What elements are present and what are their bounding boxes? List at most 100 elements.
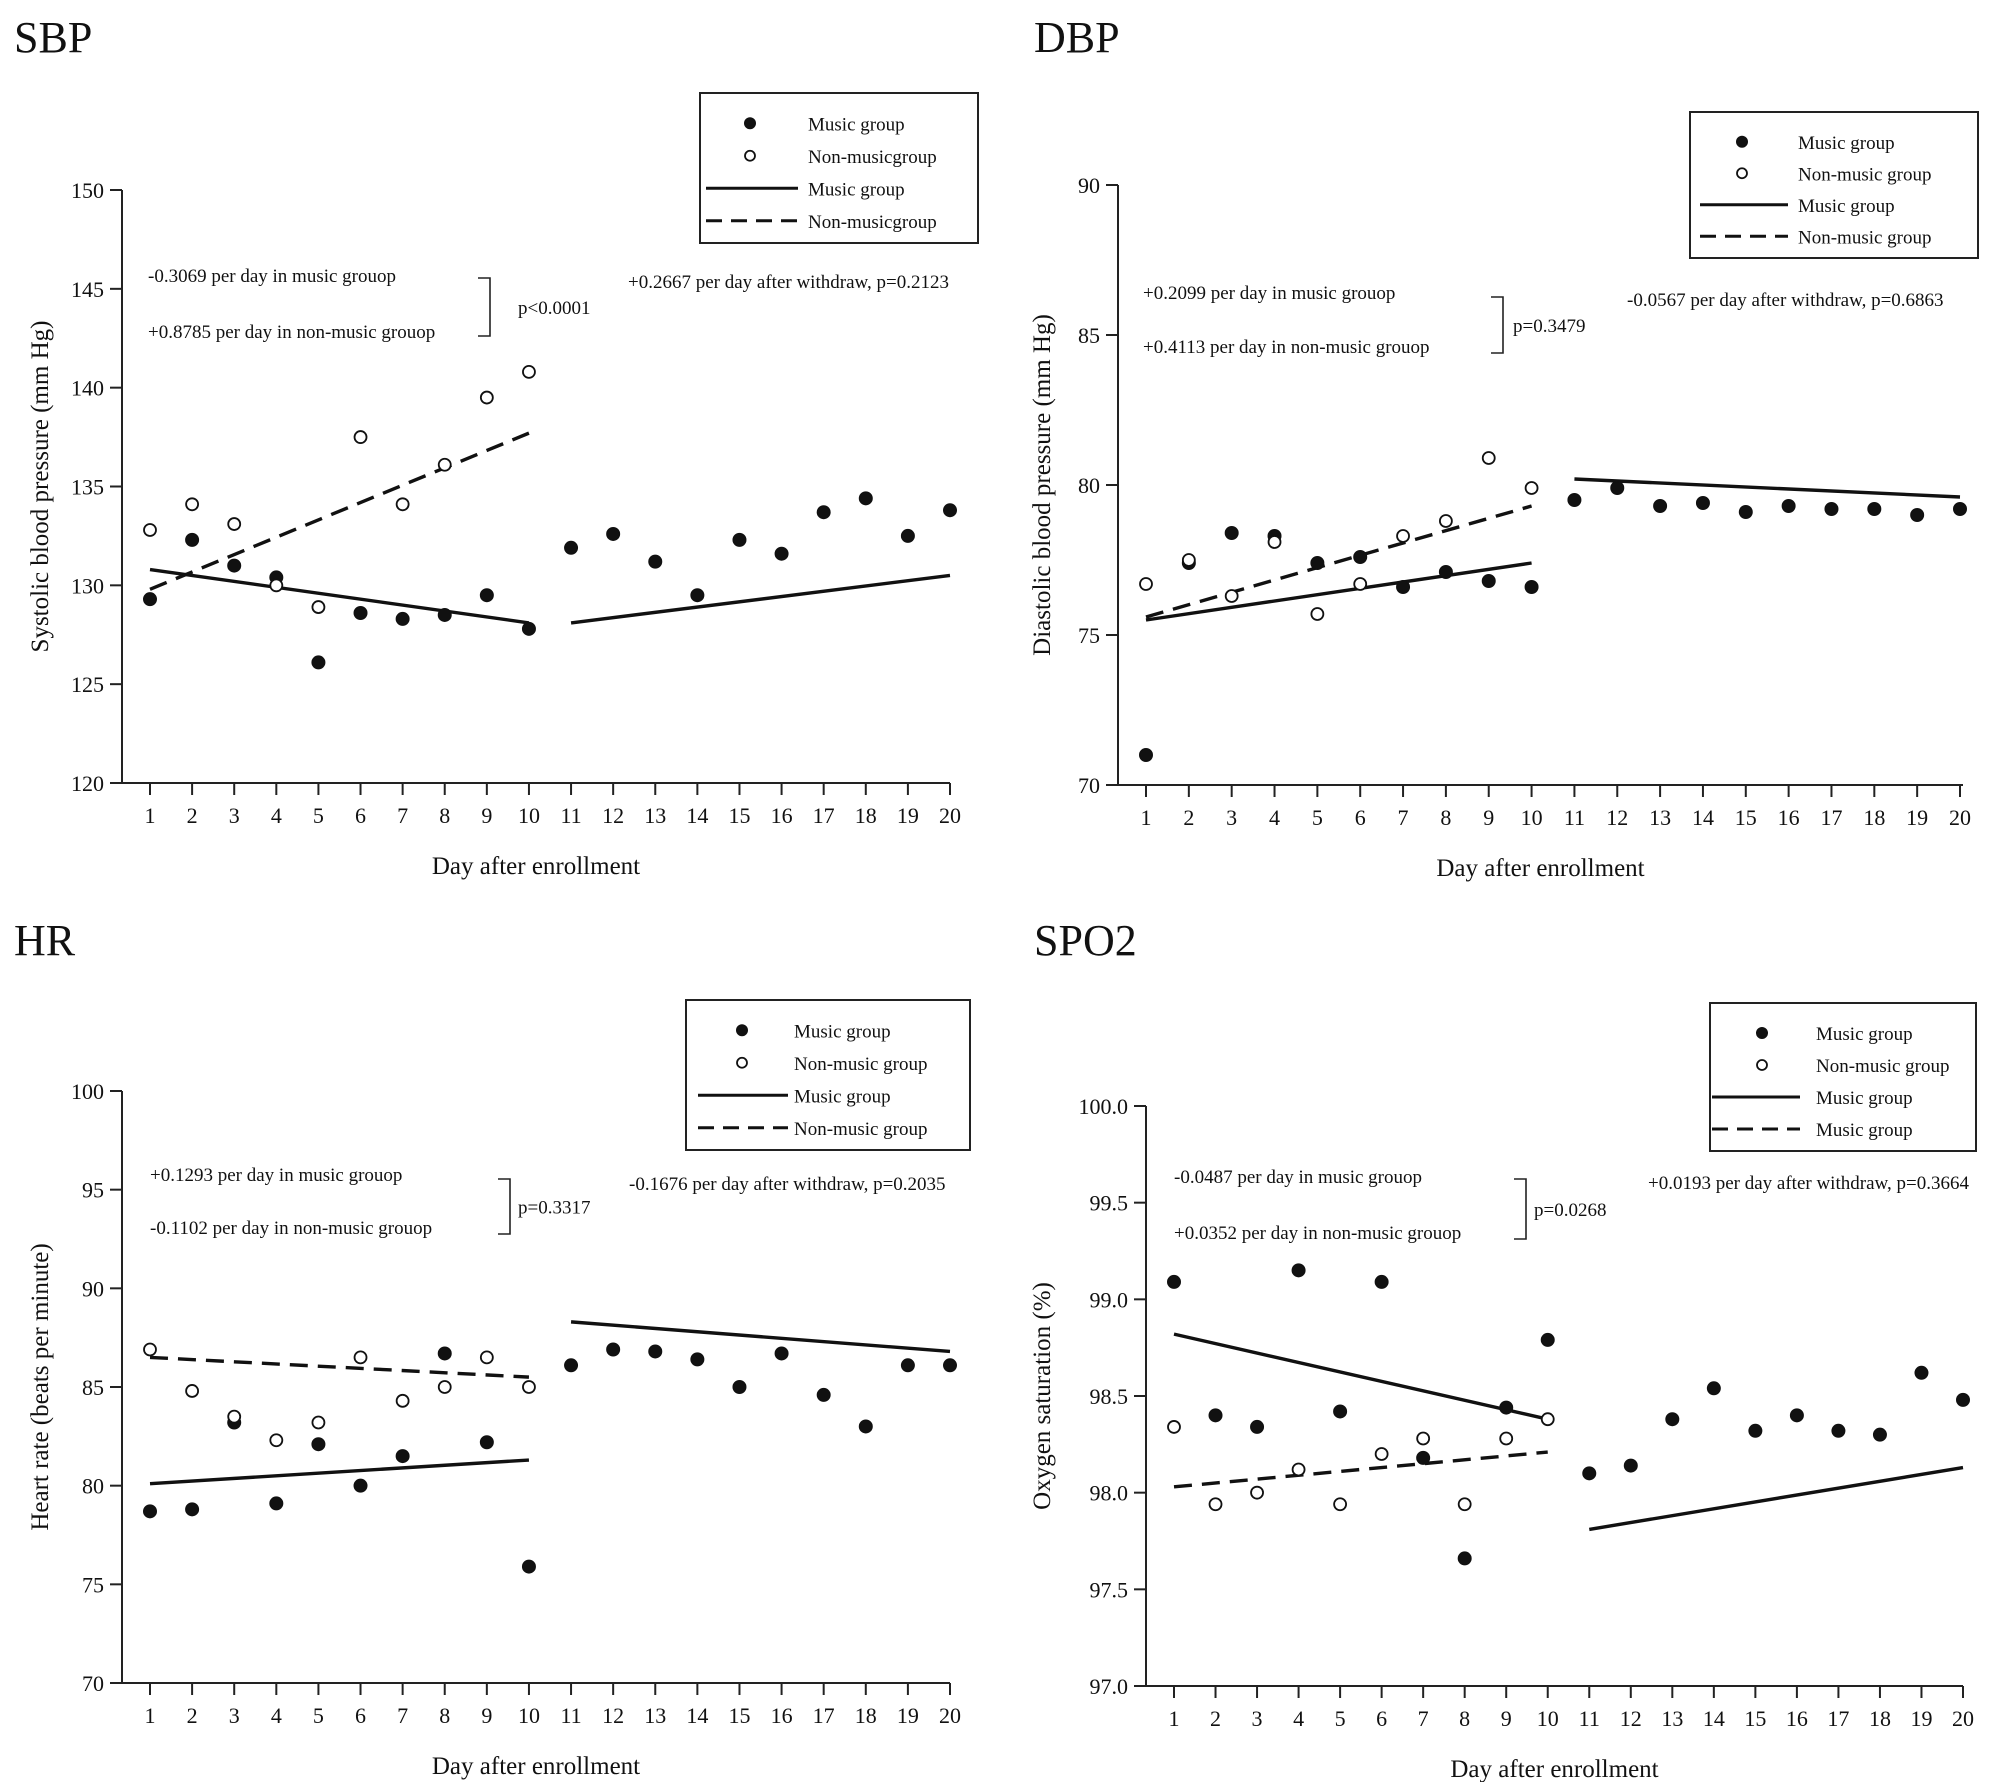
spo2-x-tick-label: 11 — [1579, 1706, 1600, 1731]
hr-music-point — [521, 1559, 536, 1574]
hr-p-value: p=0.3317 — [518, 1198, 590, 1219]
dbp-x-tick-label: 16 — [1778, 805, 1800, 830]
hr-non-music-point — [311, 1415, 326, 1430]
hr-non-music-point — [479, 1350, 494, 1365]
hr-x-tick-label: 17 — [813, 1703, 835, 1728]
dbp-x-tick-label: 10 — [1521, 805, 1543, 830]
sbp-music-slope-note: -0.3069 per day in music grouop — [148, 266, 396, 287]
spo2-x-tick-label: 8 — [1459, 1706, 1470, 1731]
hr-music-point — [437, 1346, 452, 1361]
spo2-comparison-bracket — [1514, 1178, 1527, 1240]
sbp-p-value: p<0.0001 — [518, 298, 590, 319]
dbp-music-point — [1653, 499, 1668, 513]
sbp-non-music-point — [395, 497, 410, 512]
dbp-x-tick-label: 2 — [1183, 805, 1194, 830]
hr-x-tick-label: 10 — [518, 1703, 540, 1728]
sbp-trend-line-solid — [570, 573, 951, 625]
dbp-non-music-point — [1267, 535, 1282, 549]
hr-x-tick-label: 2 — [187, 1703, 198, 1728]
dbp-music-point — [1310, 556, 1325, 570]
hr-non-music-point — [395, 1393, 410, 1408]
dbp-music-slope-note: +0.2099 per day in music grouop — [1143, 283, 1395, 304]
sbp-x-tick-label: 17 — [813, 803, 835, 828]
spo2-non-music-point — [1208, 1497, 1223, 1512]
hr-x-tick-label: 15 — [728, 1703, 750, 1728]
dbp-non-music-point — [1438, 514, 1453, 528]
hr-non-music-point — [227, 1409, 242, 1424]
dbp-trend-line-dashed — [1145, 504, 1533, 619]
spo2-legend-label: Music group — [1816, 1024, 1913, 1045]
sbp-x-tick-label: 14 — [686, 803, 708, 828]
sbp-x-tick-label: 19 — [897, 803, 919, 828]
hr-x-tick-label: 1 — [145, 1703, 156, 1728]
spo2-y-tick-label: 99.0 — [1090, 1287, 1129, 1312]
hr-legend-open-marker — [736, 1056, 748, 1069]
spo2-non-music-point — [1499, 1431, 1514, 1446]
spo2-y-tick-label: 100.0 — [1079, 1094, 1129, 1119]
dbp-comparison-bracket — [1491, 296, 1504, 354]
sbp-legend-open-marker — [744, 149, 756, 162]
spo2-non-music-point — [1291, 1462, 1306, 1477]
spo2-legend-box — [1709, 1002, 1977, 1152]
dbp-music-point — [1610, 481, 1625, 495]
dbp-music-point — [1139, 748, 1153, 762]
dbp-non-music-point — [1396, 529, 1410, 543]
spo2-p-value: p=0.0268 — [1534, 1200, 1606, 1221]
dbp-music-point — [1396, 580, 1411, 594]
spo2-x-tick-label: 13 — [1661, 1706, 1683, 1731]
sbp-x-tick-label: 20 — [939, 803, 961, 828]
dbp-x-tick-label: 5 — [1312, 805, 1323, 830]
dbp-non-music-slope-note: +0.4113 per day in non-music grouop — [1143, 337, 1430, 358]
spo2-legend-filled-marker — [1756, 1027, 1768, 1039]
sbp-y-tick-label: 140 — [71, 376, 104, 401]
dbp-x-tick-label: 19 — [1906, 805, 1928, 830]
hr-music-point — [564, 1358, 579, 1373]
dbp-non-music-point — [1353, 577, 1368, 591]
sbp-x-tick-label: 13 — [644, 803, 666, 828]
spo2-x-tick-label: 16 — [1786, 1706, 1808, 1731]
spo2-music-point — [1250, 1419, 1265, 1434]
dbp-music-point — [1224, 526, 1239, 540]
sbp-music-point — [353, 606, 368, 621]
sbp-y-tick-label: 120 — [71, 771, 104, 796]
hr-x-tick-label: 14 — [686, 1703, 708, 1728]
dbp-music-point — [1953, 502, 1967, 516]
dbp-music-point — [1910, 508, 1925, 522]
hr-music-point — [353, 1478, 368, 1493]
spo2-legend-open-marker — [1756, 1059, 1768, 1071]
spo2-x-tick-label: 9 — [1501, 1706, 1512, 1731]
hr-x-tick-label: 11 — [560, 1703, 581, 1728]
sbp-x-tick-label: 6 — [355, 803, 366, 828]
hr-x-tick-label: 20 — [939, 1703, 961, 1728]
hr-music-slope-note: +0.1293 per day in music grouop — [150, 1165, 402, 1186]
sbp-music-point — [564, 540, 579, 555]
spo2-y-tick-label: 98.5 — [1090, 1384, 1129, 1409]
hr-non-music-point — [185, 1384, 200, 1398]
dbp-y-tick-label: 90 — [1078, 173, 1100, 198]
dbp-non-music-point — [1181, 553, 1196, 567]
spo2-x-tick-label: 3 — [1252, 1706, 1263, 1731]
sbp-x-tick-label: 16 — [771, 803, 793, 828]
sbp-legend-filled-marker — [744, 117, 756, 130]
spo2-panel-title: SPO2 — [1034, 916, 1137, 965]
sbp-music-point — [521, 621, 536, 636]
dbp-music-point — [1738, 505, 1753, 519]
sbp-music-point — [774, 546, 789, 561]
hr-y-tick-label: 75 — [82, 1572, 104, 1597]
dbp-y-tick-label: 85 — [1078, 323, 1100, 348]
dbp-y-tick-label: 75 — [1078, 623, 1100, 648]
dbp-y-tick-label: 80 — [1078, 473, 1100, 498]
spo2-x-tick-label: 1 — [1169, 1706, 1180, 1731]
spo2-music-point — [1167, 1274, 1181, 1289]
spo2-x-tick-label: 4 — [1293, 1706, 1304, 1731]
sbp-x-tick-label: 15 — [728, 803, 750, 828]
sbp-music-point — [858, 491, 873, 506]
spo2-x-tick-label: 14 — [1703, 1706, 1725, 1731]
dbp-y-axis-label: Diastolic blood pressure (mm Hg) — [1029, 314, 1056, 656]
spo2-music-point — [1914, 1365, 1929, 1380]
spo2-x-tick-label: 7 — [1418, 1706, 1429, 1731]
hr-music-point — [900, 1358, 915, 1373]
hr-y-tick-label: 80 — [82, 1474, 104, 1499]
dbp-music-point — [1695, 496, 1710, 510]
